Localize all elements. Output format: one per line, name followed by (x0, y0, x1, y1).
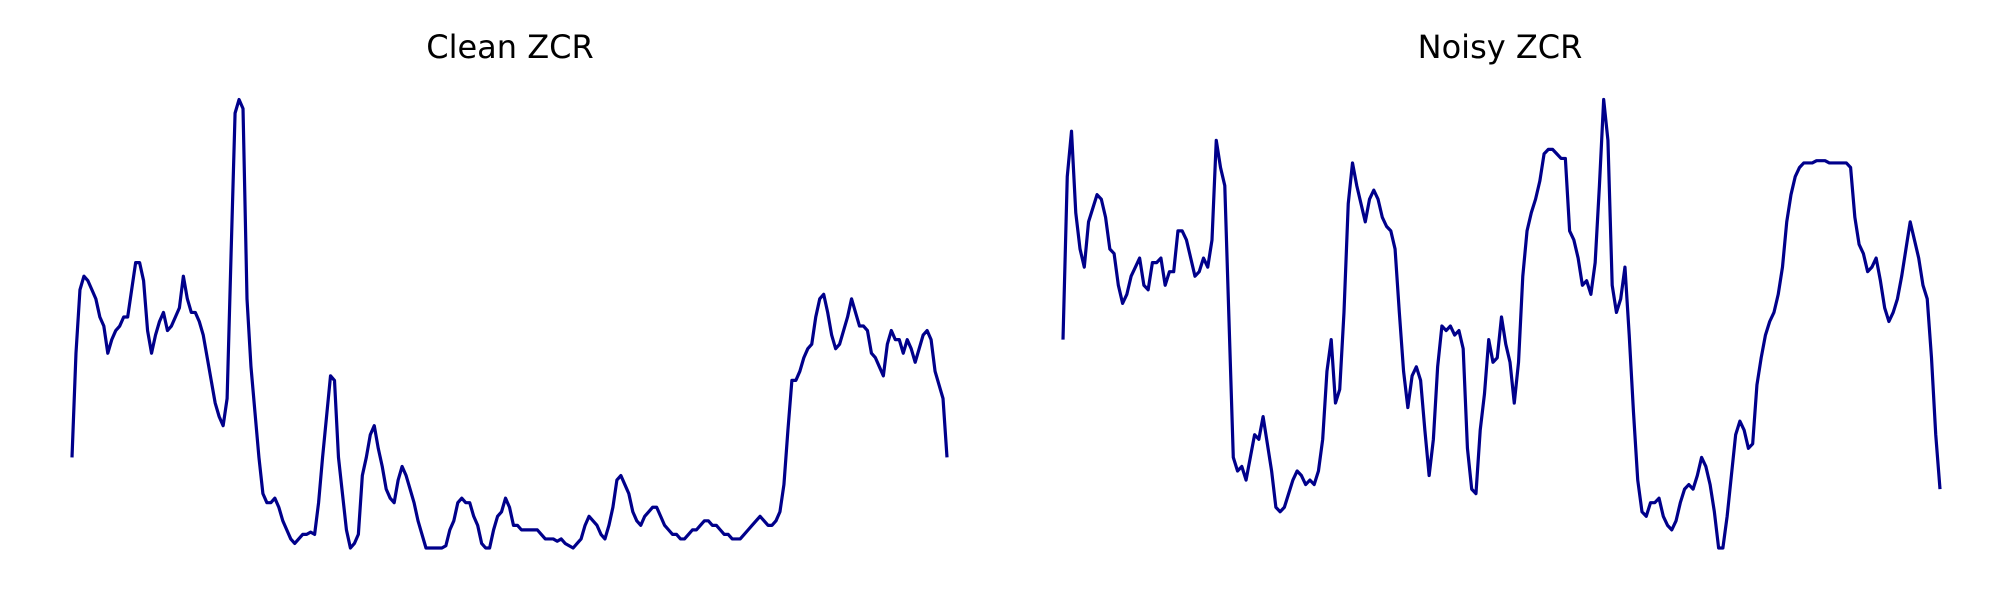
clean-zcr-line (70, 97, 949, 550)
noisy-zcr-line (1061, 97, 1942, 550)
noisy-zcr-panel: Noisy ZCR (1061, 28, 1942, 550)
clean-zcr-panel: Clean ZCR (70, 28, 949, 550)
clean-zcr-title: Clean ZCR (426, 28, 593, 66)
noisy-zcr-title: Noisy ZCR (1418, 28, 1583, 66)
